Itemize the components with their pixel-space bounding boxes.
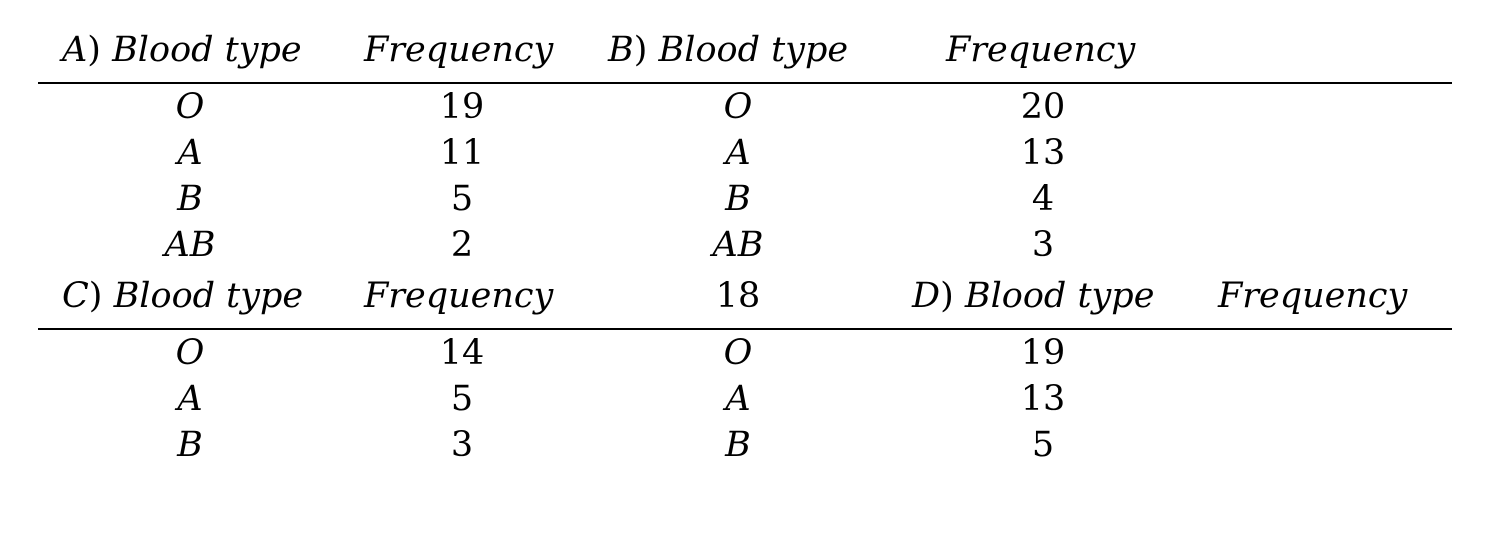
table-a-type-cell: A [177,133,203,173]
table-c-type-cell: A [177,379,203,419]
middle-value: 18 [715,276,761,316]
table-a-frequency-header: Frequency [364,30,554,70]
table-b-type-cell: B [725,179,751,219]
table-c-frequency-cell: 14 [439,333,485,373]
table-d-type-cell: B [725,425,751,465]
table-d-header-label: D) Blood type [912,276,1155,316]
table-a-header-label: A) Blood type [62,30,302,70]
table-b-frequency-cell: 20 [1020,87,1066,127]
table-b-frequency-cell: 13 [1020,133,1066,173]
table-a-frequency-cell: 19 [439,87,485,127]
table-d-frequency-header: Frequency [1218,276,1408,316]
table-b-frequency-cell: 3 [1031,225,1055,265]
table-a-type-cell: B [177,179,203,219]
table-b-frequency-header: Frequency [946,30,1136,70]
table-c-frequency-header: Frequency [364,276,554,316]
table-a-type-cell: AB [164,225,216,265]
table-d-frequency-cell: 19 [1020,333,1066,373]
table-b-type-cell: O [723,87,753,127]
table-b-type-cell: AB [712,225,764,265]
table-a-frequency-cell: 2 [450,225,474,265]
table-b-type-cell: A [725,133,751,173]
table-d-type-cell: O [723,333,753,373]
table-a-frequency-cell: 5 [450,179,474,219]
table-c-frequency-cell: 3 [450,425,474,465]
table-a-type-cell: O [175,87,205,127]
header-rule-top [38,82,1452,84]
table-c-frequency-cell: 5 [450,379,474,419]
table-a-frequency-cell: 11 [439,133,485,173]
header-rule-bottom [38,328,1452,330]
table-b-frequency-cell: 4 [1031,179,1055,219]
table-c-header-label: C) Blood type [62,276,304,316]
table-d-frequency-cell: 5 [1031,425,1055,465]
table-b-header-label: B) Blood type [608,30,849,70]
table-c-type-cell: B [177,425,203,465]
table-d-frequency-cell: 13 [1020,379,1066,419]
table-d-type-cell: A [725,379,751,419]
table-c-type-cell: O [175,333,205,373]
